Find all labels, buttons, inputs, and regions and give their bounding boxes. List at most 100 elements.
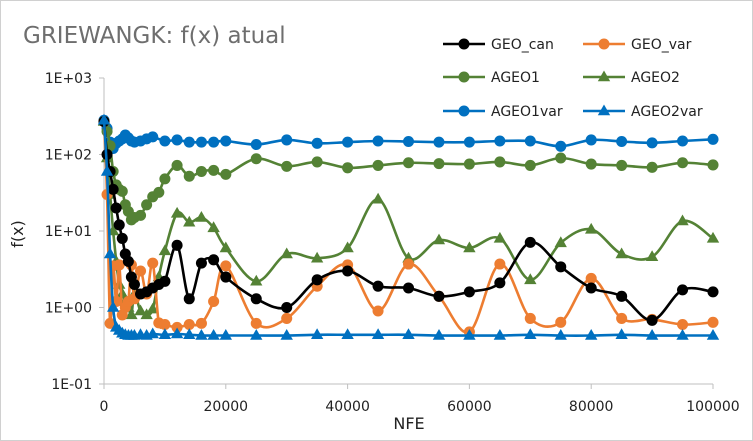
legend-label: AGEO2var <box>631 104 703 120</box>
data-point <box>281 134 293 146</box>
y-tick-label: 1E-01 <box>51 377 92 393</box>
data-point <box>372 280 384 292</box>
data-point <box>311 251 324 263</box>
data-point <box>220 260 232 272</box>
data-point <box>153 186 165 198</box>
data-point <box>554 329 567 340</box>
data-point <box>311 328 324 339</box>
x-axis-title: NFE <box>393 414 424 433</box>
data-point <box>183 318 195 330</box>
data-point <box>371 328 385 339</box>
series-ageo2var <box>97 113 720 340</box>
data-point <box>219 329 232 340</box>
data-point <box>494 277 506 289</box>
data-point <box>524 312 536 324</box>
data-point <box>158 244 172 256</box>
data-point <box>463 241 476 253</box>
data-point <box>463 158 475 170</box>
data-point <box>585 329 598 340</box>
legend-label: GEO_var <box>631 37 692 53</box>
data-point <box>207 329 220 340</box>
data-point <box>147 131 159 143</box>
data-point <box>402 328 415 339</box>
legend-marker <box>458 105 470 117</box>
data-point <box>183 293 195 305</box>
data-point <box>250 274 263 286</box>
data-point <box>555 316 567 328</box>
data-point <box>372 159 384 171</box>
legend-marker <box>458 71 470 83</box>
data-point <box>707 286 719 298</box>
legend-label: AGEO2 <box>631 70 680 86</box>
data-point <box>125 308 138 320</box>
data-point <box>195 165 207 177</box>
data-point <box>100 165 114 176</box>
data-point <box>104 317 116 329</box>
data-point <box>170 206 184 218</box>
data-point <box>433 158 445 170</box>
data-point <box>195 329 208 340</box>
data-point <box>585 282 597 294</box>
data-point <box>208 295 220 307</box>
data-point <box>113 219 125 231</box>
data-point <box>122 255 134 267</box>
data-point <box>341 241 354 253</box>
data-point <box>116 185 128 197</box>
series-line <box>102 120 713 337</box>
data-point <box>402 157 415 169</box>
data-point <box>616 290 628 302</box>
data-point <box>585 272 597 284</box>
series-ageo1 <box>98 115 719 226</box>
data-point <box>208 164 220 176</box>
data-point <box>116 232 128 244</box>
data-point <box>141 199 153 211</box>
y-tick-label: 1E+03 <box>45 71 92 87</box>
data-point <box>402 135 415 147</box>
data-point <box>183 170 195 182</box>
data-point <box>493 329 506 340</box>
data-point <box>159 318 171 330</box>
data-point <box>524 273 537 285</box>
data-point <box>463 136 475 148</box>
data-point <box>195 257 207 269</box>
x-tick-label: 0 <box>100 399 109 415</box>
data-point <box>183 136 195 148</box>
data-point <box>146 302 159 314</box>
data-point <box>159 135 171 147</box>
data-point <box>585 222 598 234</box>
legend-marker <box>458 38 470 50</box>
legend-item-ageo2var: AGEO2var <box>583 104 703 120</box>
data-point <box>128 278 140 290</box>
data-point <box>555 140 567 152</box>
data-point <box>342 265 354 277</box>
data-point <box>171 321 183 333</box>
data-point <box>110 202 122 214</box>
data-point <box>494 156 506 168</box>
data-point <box>219 241 232 253</box>
data-point <box>706 231 720 243</box>
legend-item-geo-var: GEO_var <box>583 37 692 53</box>
data-point <box>372 135 384 147</box>
data-point <box>463 329 476 340</box>
data-point <box>707 133 719 145</box>
data-point <box>170 327 184 339</box>
y-tick-label: 1E+01 <box>45 224 92 240</box>
series-geo-can <box>98 115 719 326</box>
legend-item-geo-can: GEO_can <box>443 37 554 53</box>
legend-marker <box>597 104 611 116</box>
legend-label: AGEO1 <box>491 70 540 86</box>
data-point <box>103 247 117 259</box>
data-point <box>554 236 567 248</box>
data-point <box>158 328 172 339</box>
legend-item-ageo2: AGEO2 <box>583 70 680 86</box>
series-ageo1var <box>98 114 719 154</box>
data-point <box>195 136 207 148</box>
legend-label: GEO_can <box>491 37 554 53</box>
legend-marker <box>598 38 610 50</box>
data-point <box>402 282 415 294</box>
data-point <box>183 215 196 227</box>
data-point <box>135 265 147 277</box>
data-point <box>645 329 659 340</box>
data-point <box>342 162 354 174</box>
data-point <box>524 236 536 248</box>
